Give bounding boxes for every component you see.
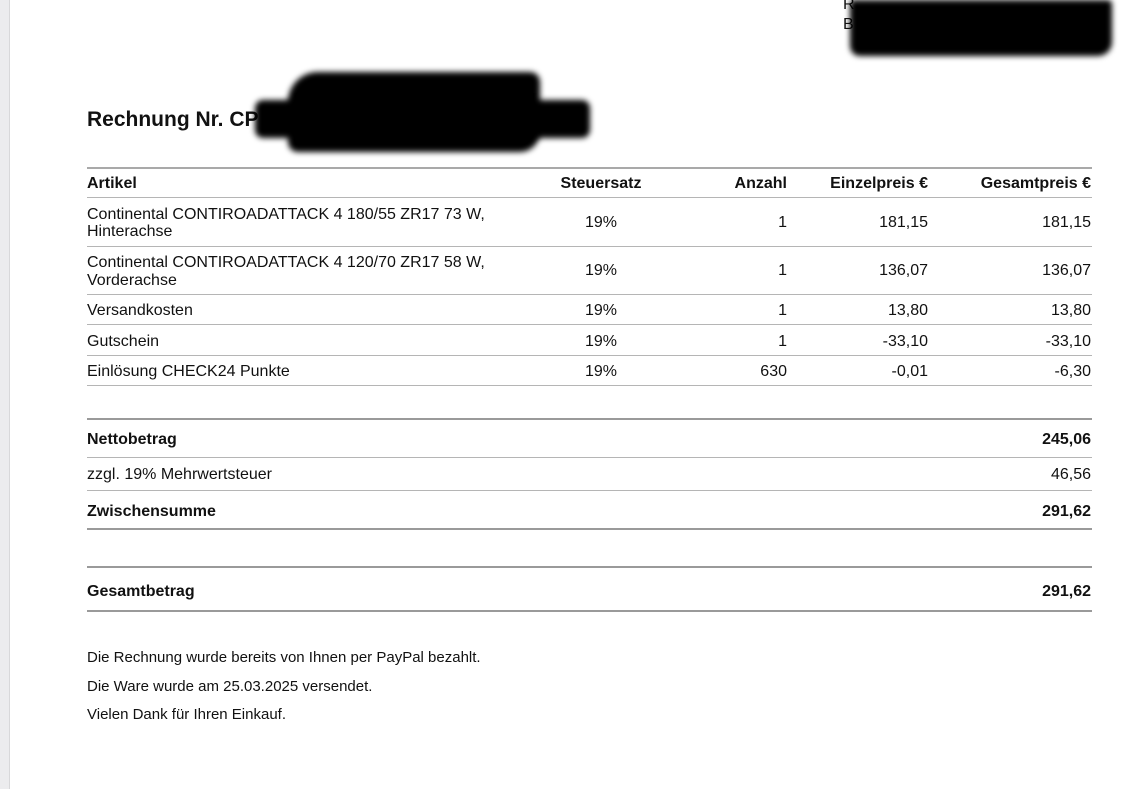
tax-rate: 19% [584, 333, 618, 350]
article-name-cont: Vorderachse [87, 272, 177, 289]
subtotal-amount: 291,62 [1042, 503, 1091, 520]
unit-price: -33,10 [882, 333, 928, 350]
article-name: Gutschein [87, 333, 160, 350]
col-header-article: Artikel [87, 175, 137, 192]
quantity: 1 [778, 302, 787, 319]
article-name: Continental CONTIROADATTACK 4 120/70 ZR1… [87, 254, 485, 271]
grand-total-label: Gesamtbetrag [87, 583, 195, 600]
grand-total-amount: 291,62 [1042, 583, 1091, 600]
col-header-qty: Anzahl [734, 175, 787, 192]
redaction-block [255, 100, 590, 138]
total-price: -33,10 [1045, 333, 1091, 350]
payment-note: Die Rechnung wurde bereits von Ihnen per… [87, 649, 481, 666]
tax-rate: 19% [584, 214, 618, 231]
quantity: 1 [778, 262, 787, 279]
corner-letter: R [843, 0, 855, 13]
vat-label: zzgl. 19% Mehrwertsteuer [87, 466, 272, 483]
shipping-note: Die Ware wurde am 25.03.2025 versendet. [87, 678, 373, 695]
article-name: Continental CONTIROADATTACK 4 180/55 ZR1… [87, 206, 485, 223]
subtotal-label: Zwischensumme [87, 503, 216, 520]
total-price: 181,15 [1042, 214, 1091, 231]
page-edge [0, 0, 10, 789]
total-price: 13,80 [1050, 302, 1091, 319]
quantity: 630 [760, 363, 787, 380]
tax-rate: 19% [584, 302, 618, 319]
col-header-total-price: Gesamtpreis € [980, 175, 1091, 192]
unit-price: 181,15 [879, 214, 928, 231]
article-name: Versandkosten [87, 302, 193, 319]
unit-price: -0,01 [891, 363, 928, 380]
article-name: Einlösung CHECK24 Punkte [87, 363, 290, 380]
article-name-cont: Hinterachse [87, 223, 173, 240]
net-label: Nettobetrag [87, 431, 177, 448]
total-price: -6,30 [1054, 363, 1091, 380]
redaction-block [850, 0, 1112, 56]
col-header-unit-price: Einzelpreis € [830, 175, 928, 192]
tax-rate: 19% [584, 363, 618, 380]
thanks-note: Vielen Dank für Ihren Einkauf. [87, 706, 287, 723]
unit-price: 136,07 [879, 262, 928, 279]
quantity: 1 [778, 214, 787, 231]
unit-price: 13,80 [887, 302, 928, 319]
total-price: 136,07 [1042, 262, 1091, 279]
invoice-title: Rechnung Nr. CP [87, 108, 259, 131]
net-amount: 245,06 [1042, 431, 1091, 448]
quantity: 1 [778, 333, 787, 350]
col-header-tax: Steuersatz [560, 175, 642, 192]
vat-amount: 46,56 [1050, 466, 1091, 483]
tax-rate: 19% [584, 262, 618, 279]
corner-letter: B [843, 16, 854, 33]
